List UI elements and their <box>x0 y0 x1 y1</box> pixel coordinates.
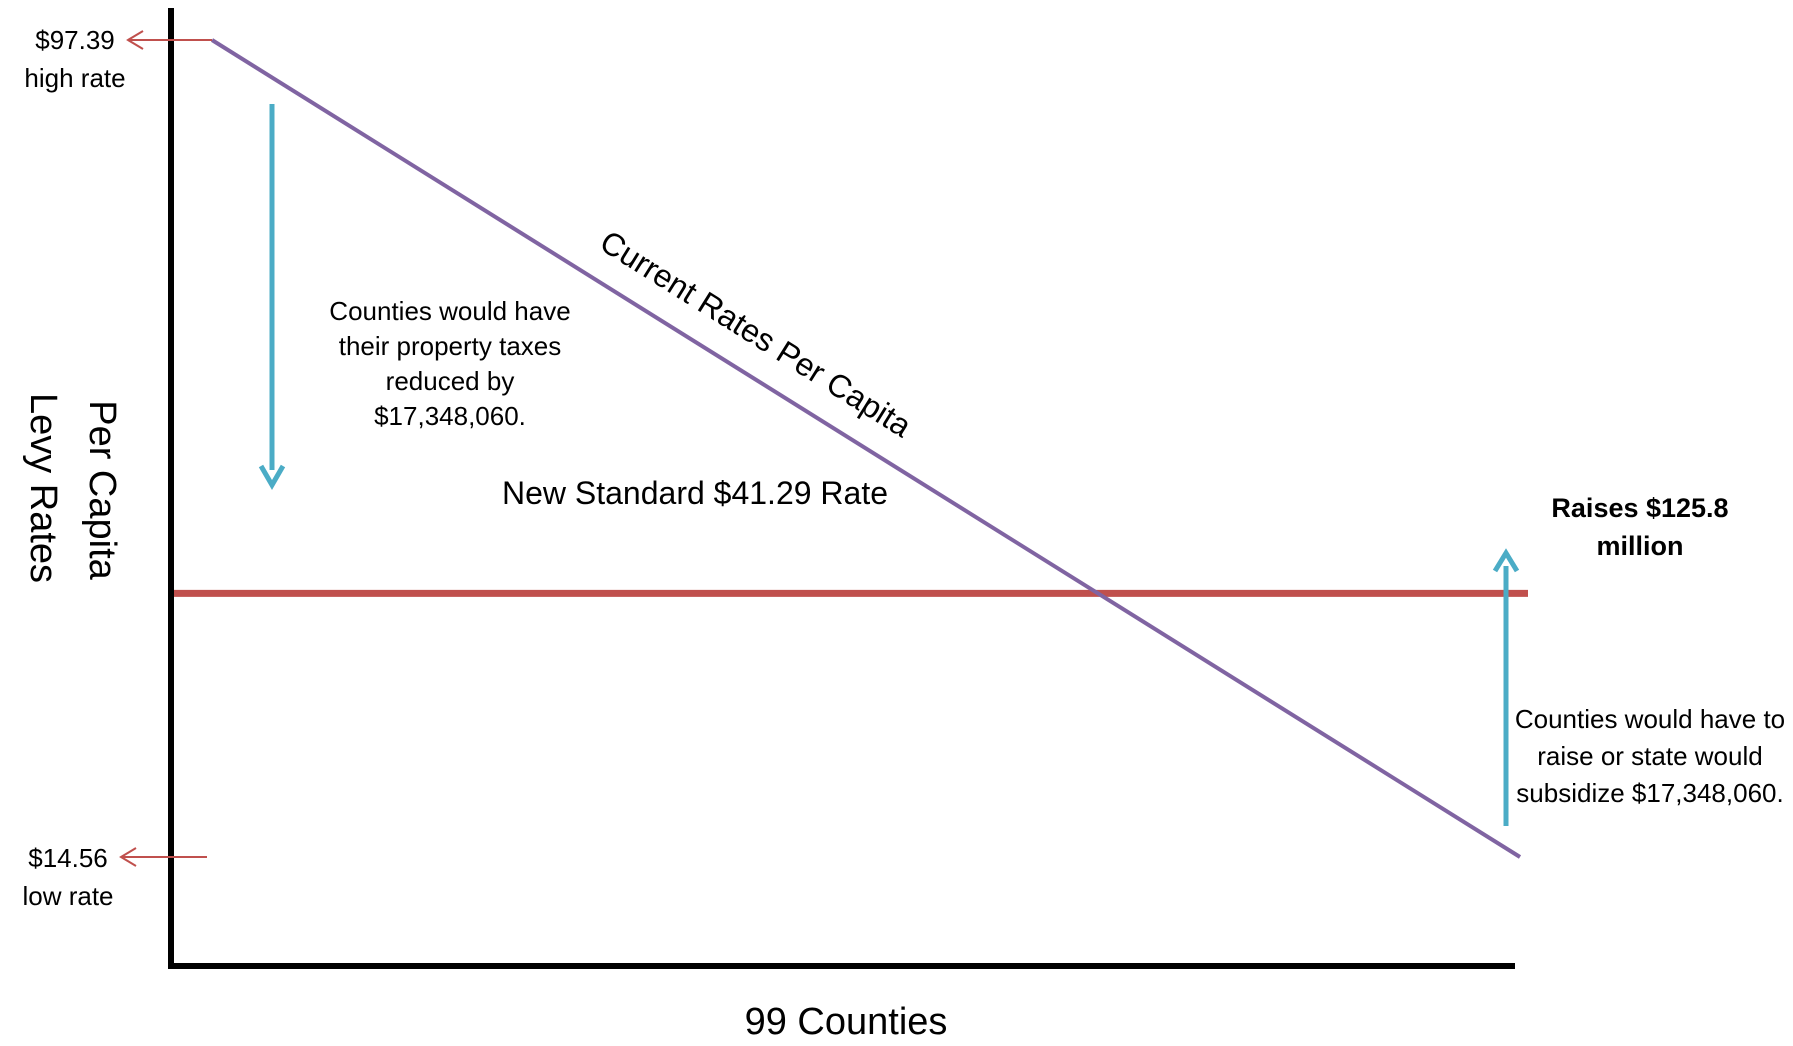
low-rate-caption: low rate <box>22 881 113 911</box>
low-rate-arrow <box>119 847 207 867</box>
low-rate-value: $14.56 <box>28 843 108 873</box>
raise-note-line-3: subsidize $17,348,060. <box>1516 778 1783 808</box>
y-axis-title-line-2: Levy Rates <box>22 393 64 583</box>
raise-note: Counties would have to raise or state wo… <box>1515 704 1785 808</box>
series-line-current-rates <box>210 38 1522 859</box>
reduction-note-line-3: reduced by <box>386 366 515 396</box>
raises-total-note: Raises $125.8 million <box>1551 493 1728 561</box>
high-rate-arrow <box>126 30 212 50</box>
raise-note-line-2: raise or state would <box>1537 741 1762 771</box>
reduction-note-line-4: $17,348,060. <box>374 401 526 431</box>
raises-total-line-2: million <box>1597 531 1684 561</box>
reduction-note-line-2: their property taxes <box>339 331 562 361</box>
raises-total-line-1: Raises $125.8 <box>1551 493 1728 523</box>
reduction-arrow <box>258 104 286 490</box>
raise-note-line-1: Counties would have to <box>1515 704 1785 734</box>
x-axis-title: 99 Counties <box>745 1001 948 1041</box>
y-axis-title-line-1: Per Capita <box>81 400 123 580</box>
raise-arrow <box>1492 548 1520 826</box>
reduction-note: Counties would have their property taxes… <box>329 296 570 431</box>
current-line-label: Current Rates Per Capita <box>594 223 918 444</box>
high-rate-value: $97.39 <box>35 25 115 55</box>
high-rate-caption: high rate <box>24 63 125 93</box>
standard-line-label: New Standard $41.29 Rate <box>502 475 888 511</box>
reduction-note-line-1: Counties would have <box>329 296 570 326</box>
